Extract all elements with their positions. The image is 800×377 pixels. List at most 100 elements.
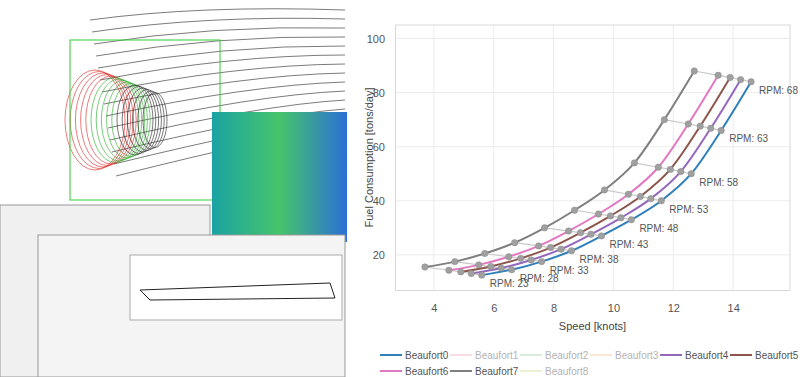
tick: 100 <box>367 33 395 45</box>
point-marker <box>558 246 564 252</box>
ship-profile <box>140 283 335 300</box>
hull-line <box>100 55 345 80</box>
tick: 60 <box>373 141 395 153</box>
tick-label: 12 <box>668 302 680 314</box>
point-marker <box>479 272 485 278</box>
point-marker <box>547 244 553 250</box>
decoration <box>0 9 347 377</box>
point-marker <box>571 207 577 213</box>
point-marker <box>528 257 534 263</box>
point-marker <box>715 72 721 78</box>
point-marker <box>658 198 664 204</box>
point-marker <box>601 187 607 193</box>
bounding-box <box>70 40 220 200</box>
legend-item[interactable]: Beaufort3 <box>590 350 659 361</box>
point-marker <box>631 160 637 166</box>
legend-item[interactable]: Beaufort5 <box>730 350 799 361</box>
legend-swatch <box>520 354 542 356</box>
bulb-ring <box>91 78 139 163</box>
legend-label: Beaufort7 <box>475 366 519 377</box>
tick-label: 6 <box>491 302 497 314</box>
annotation: RPM: 38 <box>580 254 619 265</box>
series-line <box>461 77 730 271</box>
point-marker <box>625 191 631 197</box>
tick: 4 <box>431 290 437 314</box>
annotation: RPM: 48 <box>639 223 678 234</box>
legend-item[interactable]: Beaufort6 <box>380 366 449 377</box>
point-marker <box>452 258 458 264</box>
annotation: RPM: 63 <box>729 133 768 144</box>
iso-lines <box>425 71 751 275</box>
tick: 12 <box>668 290 680 314</box>
plot-marks <box>422 68 755 279</box>
hull-line <box>102 64 345 92</box>
point-marker <box>688 171 694 177</box>
legend-label: Beaufort6 <box>405 366 449 377</box>
legend-swatch <box>730 354 752 356</box>
point-marker <box>607 213 613 219</box>
tick: 20 <box>373 249 395 261</box>
legend-label: Beaufort1 <box>475 350 519 361</box>
point-marker <box>517 255 523 261</box>
legend-swatch <box>380 354 402 356</box>
legend-swatch <box>590 354 612 356</box>
graphics-viewer <box>130 255 342 320</box>
point-marker <box>748 79 754 85</box>
point-marker <box>422 264 428 270</box>
legend-label: Beaufort0 <box>405 350 449 361</box>
tick: 40 <box>373 195 395 207</box>
point-marker <box>727 74 733 80</box>
tick-label: 20 <box>373 249 385 261</box>
bulb-ring <box>101 81 144 160</box>
legend-label: Beaufort8 <box>545 366 589 377</box>
point-marker <box>648 195 654 201</box>
point-marker <box>708 125 714 131</box>
legend: Beaufort0Beaufort1Beaufort2Beaufort3Beau… <box>380 350 799 377</box>
x-axis: 468101214 <box>396 290 791 314</box>
point-marker <box>691 68 697 74</box>
annotation: RPM: 68 <box>759 85 798 96</box>
axis-line <box>395 26 396 291</box>
legend-item[interactable]: Beaufort8 <box>520 366 589 377</box>
point-marker <box>541 225 547 231</box>
grid-line-x <box>553 25 554 290</box>
point-marker <box>568 248 574 254</box>
tick-label: 4 <box>431 302 437 314</box>
legend-label: Beaufort2 <box>545 350 589 361</box>
point-marker <box>655 164 661 170</box>
legend-item[interactable]: Beaufort1 <box>450 350 519 361</box>
point-marker <box>595 211 601 217</box>
tick: 14 <box>728 290 740 314</box>
legend-item[interactable]: Beaufort4 <box>660 350 729 361</box>
point-marker <box>506 254 512 260</box>
point-marker <box>498 265 504 271</box>
point-marker <box>488 263 494 269</box>
bulb-ring <box>81 75 134 166</box>
bulb-ring <box>107 82 148 158</box>
point-marker <box>565 228 571 234</box>
point-marker <box>511 239 517 245</box>
hull-line <box>92 18 345 32</box>
legend-swatch <box>450 354 472 356</box>
legend-item[interactable]: Beaufort7 <box>450 366 519 377</box>
legend-swatch <box>520 370 542 372</box>
screenshot-window <box>38 235 345 377</box>
point-marker <box>588 231 594 237</box>
legend-item[interactable]: Beaufort2 <box>520 350 589 361</box>
grid-line-y <box>395 146 790 147</box>
bulb-ring <box>70 72 128 169</box>
annotations: RPM: 23RPM: 28RPM: 33RPM: 38RPM: 43RPM: … <box>490 85 799 289</box>
point-marker <box>598 233 604 239</box>
point-marker <box>538 258 544 264</box>
grid <box>395 25 790 290</box>
legend-item[interactable]: Beaufort0 <box>380 350 449 361</box>
point-marker <box>577 229 583 235</box>
point-marker <box>446 267 452 273</box>
grid-line-x <box>673 25 674 290</box>
point-marker <box>468 270 474 276</box>
frame-line <box>395 25 790 26</box>
tick: 6 <box>491 290 497 314</box>
point-marker <box>476 262 482 268</box>
legend-label: Beaufort3 <box>615 350 659 361</box>
hull-line <box>98 46 345 68</box>
